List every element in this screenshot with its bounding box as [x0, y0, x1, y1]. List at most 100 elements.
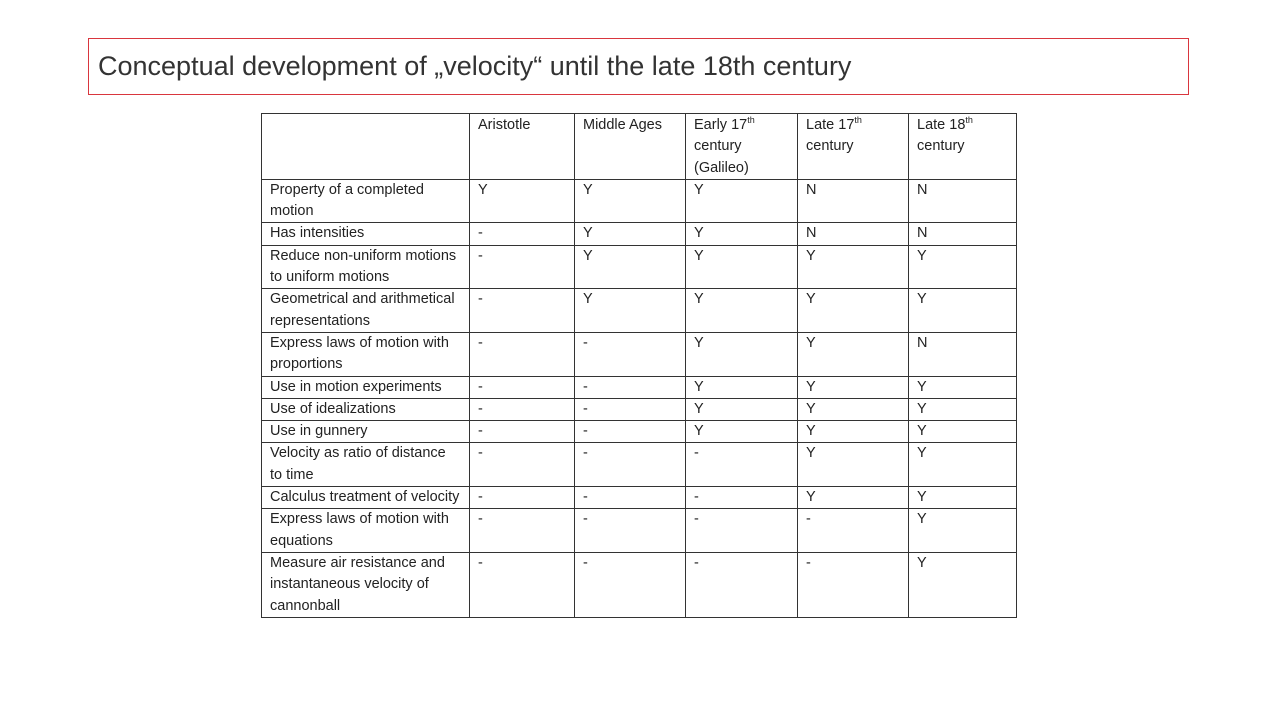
table-cell: - [469, 486, 575, 510]
table-cell: Y [797, 331, 909, 377]
row-label: Express laws of motion with proportions [261, 331, 470, 377]
header-cell: Late 17th century [797, 113, 909, 180]
header-text: Late 18 [917, 117, 966, 133]
table-cell: Y [685, 375, 798, 399]
table-cell: - [469, 288, 575, 333]
table-cell: Y [797, 288, 909, 333]
table-cell: Y [797, 397, 909, 422]
comparison-table: Aristotle Middle Ages Early 17th century (… [261, 113, 1017, 618]
table-cell: N [908, 178, 1017, 224]
header-row: Aristotle Middle Ages Early 17th century (… [261, 113, 1017, 180]
row-label: Use of idealizations [261, 397, 470, 422]
table-cell: - [574, 551, 686, 618]
row-label: Velocity as ratio of distance to time [261, 442, 470, 488]
table-row: Express laws of motion with equations - - -… [261, 508, 1017, 553]
table-row: Has intensities - Y Y N N [261, 222, 1017, 246]
row-label: Geometrical and arithmetical representat… [261, 288, 470, 333]
table-cell: Y [908, 420, 1017, 444]
table-cell: - [469, 331, 575, 377]
table-cell: Y [797, 420, 909, 444]
row-label: Has intensities [261, 222, 470, 246]
table-row: Use in motion experiments - - Y Y Y [261, 375, 1017, 399]
table-cell: Y [908, 397, 1017, 422]
table-cell: - [574, 486, 686, 510]
table-cell: - [469, 551, 575, 618]
row-label: Calculus treatment of velocity [261, 486, 470, 510]
table-cell: - [685, 508, 798, 553]
table-cell: Y [797, 244, 909, 290]
table-cell: N [908, 331, 1017, 377]
header-cell: Early 17th century (Galileo) [685, 113, 798, 180]
table-cell: Y [908, 551, 1017, 618]
table-row: Use in gunnery - - Y Y Y [261, 420, 1017, 444]
table-cell: - [574, 442, 686, 488]
table-cell: Y [685, 244, 798, 290]
table-cell: - [797, 508, 909, 553]
header-text: Late 17 [806, 117, 855, 133]
row-label: Property of a completed motion [261, 178, 470, 224]
header-cell: Aristotle [469, 113, 575, 180]
table-cell: Y [685, 288, 798, 333]
table-cell: - [469, 508, 575, 553]
table-cell: N [797, 222, 909, 246]
table-cell: Y [797, 486, 909, 510]
table-cell: Y [685, 222, 798, 246]
table-cell: - [469, 375, 575, 399]
table-cell: N [797, 178, 909, 224]
table-row: Property of a completed motion Y Y Y N N [261, 178, 1017, 224]
table-cell: Y [797, 442, 909, 488]
table-cell: - [574, 508, 686, 553]
table-cell: Y [908, 486, 1017, 510]
header-text: century (Galileo) [694, 138, 749, 176]
table-cell: Y [908, 442, 1017, 488]
header-superscript: th [854, 115, 862, 126]
table-row: Express laws of motion with proportions -… [261, 331, 1017, 377]
table-cell: - [574, 375, 686, 399]
table-cell: - [797, 551, 909, 618]
row-label: Express laws of motion with equations [261, 508, 470, 553]
table-cell: - [574, 397, 686, 422]
table-body: Property of a completed motion Y Y Y N N Has i… [261, 178, 1017, 618]
header-text: century [917, 138, 965, 155]
table-cell: Y [574, 178, 686, 224]
table-cell: - [685, 442, 798, 488]
header-text: century [806, 138, 854, 155]
table-cell: - [574, 420, 686, 444]
table-cell: Y [685, 178, 798, 224]
table-cell: Y [574, 244, 686, 290]
table-cell: - [469, 442, 575, 488]
table-cell: N [908, 222, 1017, 246]
table-row: Use of idealizations - - Y Y Y [261, 397, 1017, 422]
table-cell: Y [574, 222, 686, 246]
table-cell: - [685, 551, 798, 618]
row-label: Use in motion experiments [261, 375, 470, 399]
table-cell: Y [908, 244, 1017, 290]
header-cell: Late 18th century [908, 113, 1017, 180]
table-cell: Y [685, 420, 798, 444]
table-row: Velocity as ratio of distance to time - - -… [261, 442, 1017, 488]
table-row: Measure air resistance and instantaneous… [261, 551, 1017, 618]
row-label: Use in gunnery [261, 420, 470, 444]
table-row: Calculus treatment of velocity - - - Y Y [261, 486, 1017, 510]
header-superscript: th [965, 115, 973, 126]
table-cell: Y [797, 375, 909, 399]
table-row: Reduce non-uniform motions to uniform mo… [261, 244, 1017, 290]
table-cell: Y [685, 397, 798, 422]
table-cell: Y [685, 331, 798, 377]
table-cell: Y [908, 375, 1017, 399]
header-cell [261, 113, 470, 180]
header-text: Early 17 [694, 117, 748, 133]
row-label: Reduce non-uniform motions to uniform mo… [261, 244, 470, 290]
row-label: Measure air resistance and instantaneous… [261, 551, 470, 618]
table-cell: - [469, 244, 575, 290]
table-cell: - [574, 331, 686, 377]
table-cell: Y [574, 288, 686, 333]
table-cell: Y [908, 288, 1017, 333]
table-cell: - [469, 222, 575, 246]
table-cell: Y [908, 508, 1017, 553]
table-row: Geometrical and arithmetical representat… [261, 288, 1017, 333]
header-cell: Middle Ages [574, 113, 686, 180]
table-cell: - [685, 486, 798, 510]
table-cell: - [469, 420, 575, 444]
